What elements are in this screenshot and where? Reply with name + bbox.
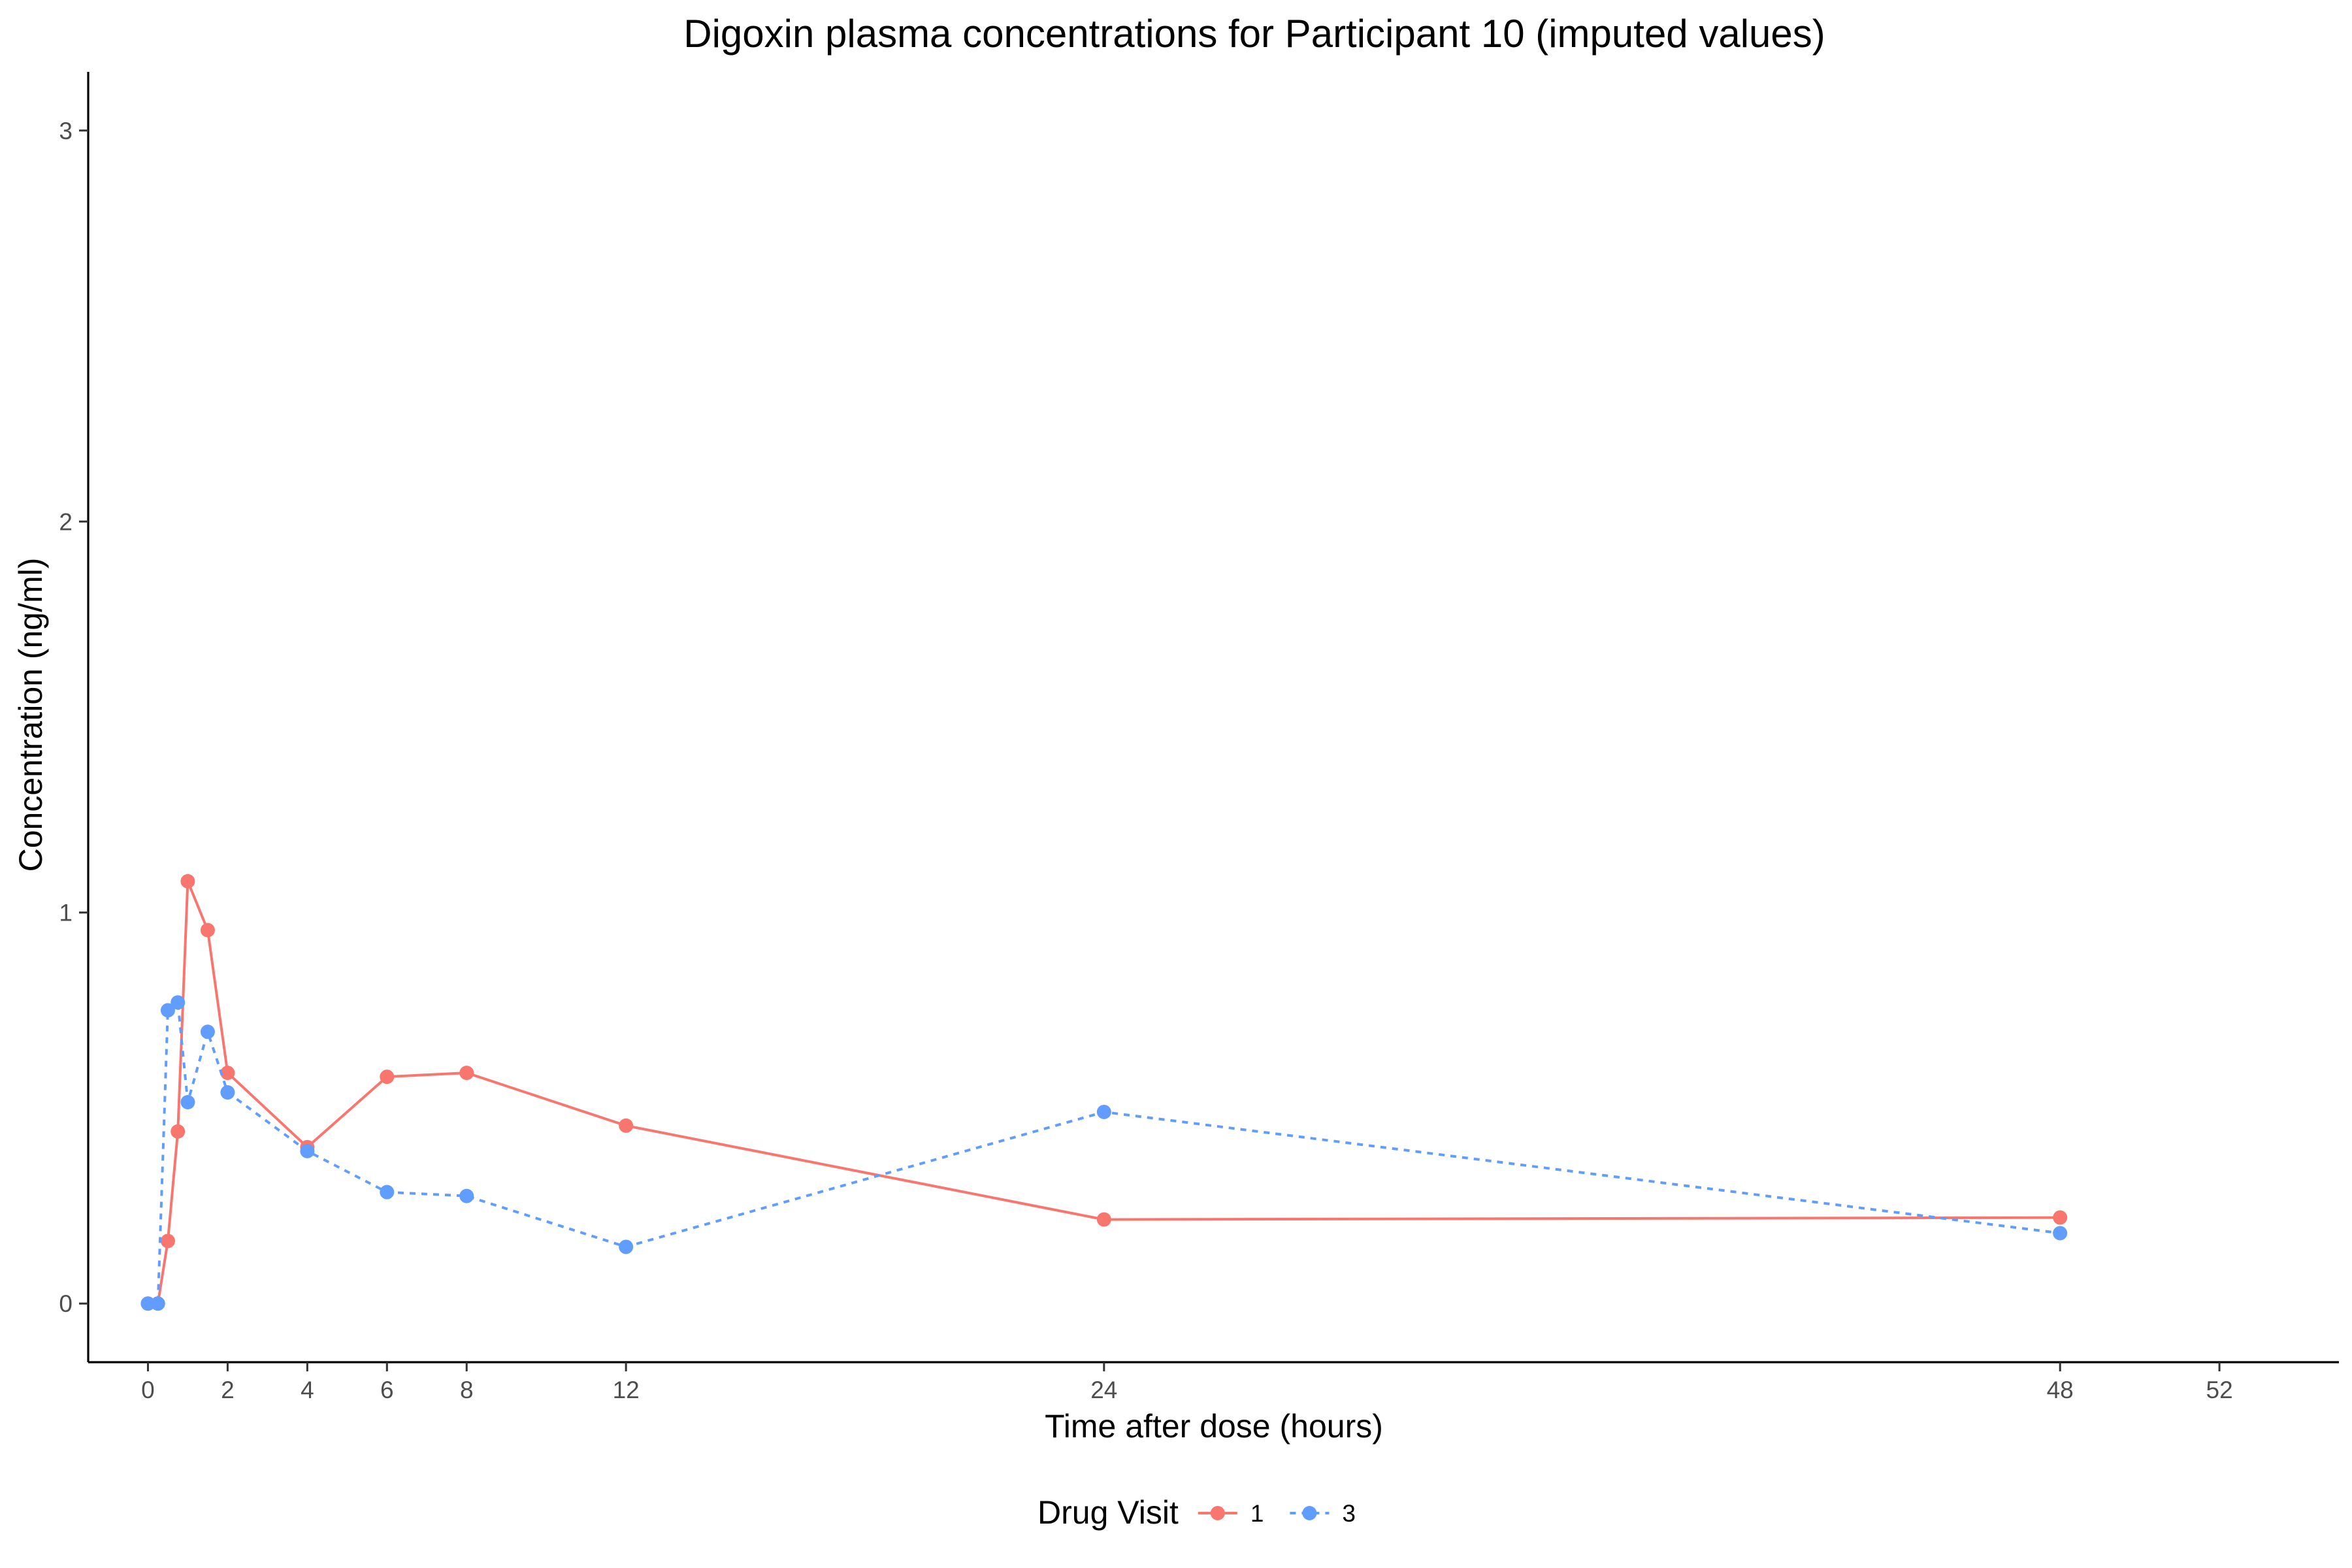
series-line-1: [148, 879, 2061, 1305]
series-line-3: [148, 1001, 2061, 1305]
legend-key-point: [1302, 1506, 1317, 1520]
series-3: [140, 995, 2068, 1311]
data-point-3: [380, 1184, 395, 1200]
x-tick-label: 48: [2047, 1377, 2074, 1403]
data-point-3: [171, 995, 186, 1010]
data-point-1: [2053, 1210, 2068, 1225]
plot-marks: [140, 874, 2068, 1311]
data-point-1: [160, 1233, 175, 1249]
data-point-1: [619, 1118, 634, 1133]
data-point-3: [200, 1024, 215, 1039]
legend-label: 1: [1250, 1500, 1264, 1527]
y-tick-label: 2: [59, 508, 73, 535]
data-point-3: [300, 1143, 315, 1158]
data-point-1: [380, 1070, 395, 1085]
x-tick-label: 24: [1090, 1377, 1117, 1403]
data-point-1: [200, 923, 215, 938]
legend-label: 3: [1342, 1500, 1356, 1527]
data-point-1: [180, 874, 195, 889]
x-axis-title: Time after dose (hours): [1045, 1408, 1383, 1445]
y-tick-label: 3: [59, 118, 73, 144]
y-axis-title: Concentration (ng/ml): [12, 558, 49, 872]
legend-key-point: [1210, 1506, 1225, 1520]
x-tick-label: 2: [221, 1377, 235, 1403]
data-point-3: [1096, 1104, 1111, 1119]
data-point-3: [180, 1095, 195, 1110]
x-tick-label: 52: [2206, 1377, 2233, 1403]
data-point-1: [220, 1066, 235, 1081]
chart-title: Digoxin plasma concentrations for Partic…: [683, 12, 1825, 56]
data-point-3: [150, 1296, 165, 1311]
y-tick-label: 0: [59, 1290, 73, 1317]
data-point-1: [1096, 1212, 1111, 1227]
legend-item-1: 1: [1198, 1500, 1264, 1527]
data-point-3: [220, 1085, 235, 1100]
data-point-3: [459, 1188, 474, 1203]
x-tick-label: 8: [460, 1377, 474, 1403]
legend-title: Drug Visit: [1037, 1494, 1179, 1531]
x-tick-label: 12: [613, 1377, 640, 1403]
x-tick-label: 6: [380, 1377, 394, 1403]
data-point-1: [459, 1066, 474, 1081]
data-point-3: [140, 1296, 155, 1311]
data-point-1: [171, 1124, 186, 1139]
x-tick-label: 0: [141, 1377, 155, 1403]
series-1: [140, 874, 2068, 1311]
data-point-3: [619, 1239, 634, 1254]
legend-item-3: 3: [1290, 1500, 1356, 1527]
y-tick-label: 1: [59, 900, 73, 926]
data-point-3: [2053, 1226, 2068, 1241]
x-tick-label: 4: [301, 1377, 314, 1403]
data-point-3: [160, 1003, 175, 1018]
